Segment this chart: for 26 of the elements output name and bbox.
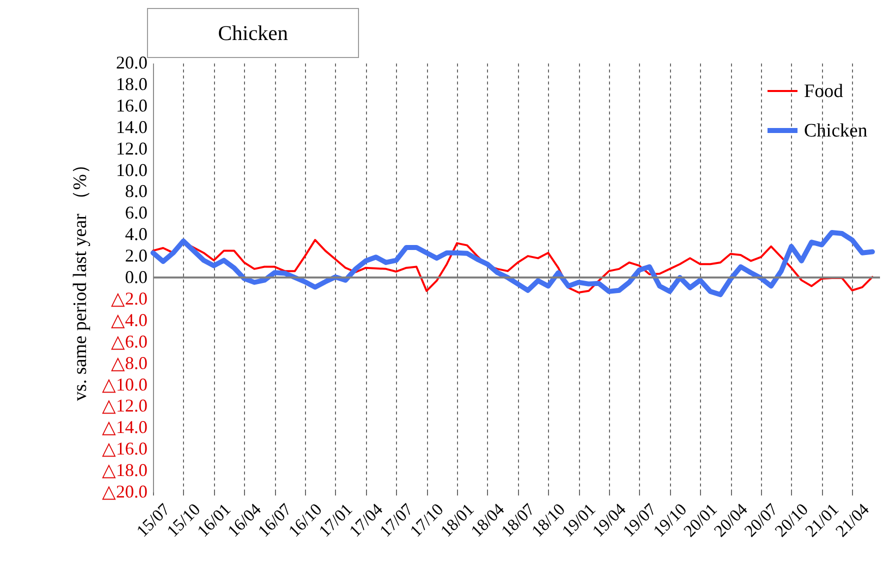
y-tick-label: △6.0 bbox=[111, 331, 148, 352]
y-tick-label: △12.0 bbox=[102, 396, 148, 416]
y-tick-label: 8.0 bbox=[125, 181, 148, 202]
y-tick-label: △18.0 bbox=[102, 460, 148, 480]
y-tick-label: 14.0 bbox=[116, 116, 148, 137]
y-tick-label: △2.0 bbox=[111, 288, 148, 308]
y-tick-label: 16.0 bbox=[116, 95, 148, 116]
y-tick-label: 10.0 bbox=[116, 160, 148, 180]
y-tick-label: 20.0 bbox=[116, 52, 148, 72]
y-tick-label: 4.0 bbox=[125, 224, 148, 244]
legend-label: Food bbox=[804, 81, 844, 102]
y-tick-label: △8.0 bbox=[111, 352, 148, 373]
y-tick-label: △10.0 bbox=[102, 374, 148, 394]
line-series bbox=[152, 238, 874, 294]
y-tick-label: 12.0 bbox=[116, 138, 148, 158]
y-tick-label: △16.0 bbox=[102, 438, 148, 459]
y-tick-label: △20.0 bbox=[102, 482, 148, 502]
y-tick-label: △4.0 bbox=[111, 310, 148, 330]
y-tick-label: 6.0 bbox=[125, 202, 148, 223]
y-axis-title: vs. same period last year （%） bbox=[70, 155, 91, 401]
y-tick-label: △14.0 bbox=[102, 417, 148, 438]
chart-title: Chicken bbox=[147, 8, 359, 58]
legend-label: Chicken bbox=[804, 120, 868, 142]
y-tick-label: 18.0 bbox=[116, 74, 148, 94]
y-tick-label: 2.0 bbox=[125, 246, 148, 266]
y-tick-label: 0.0 bbox=[125, 267, 148, 287]
